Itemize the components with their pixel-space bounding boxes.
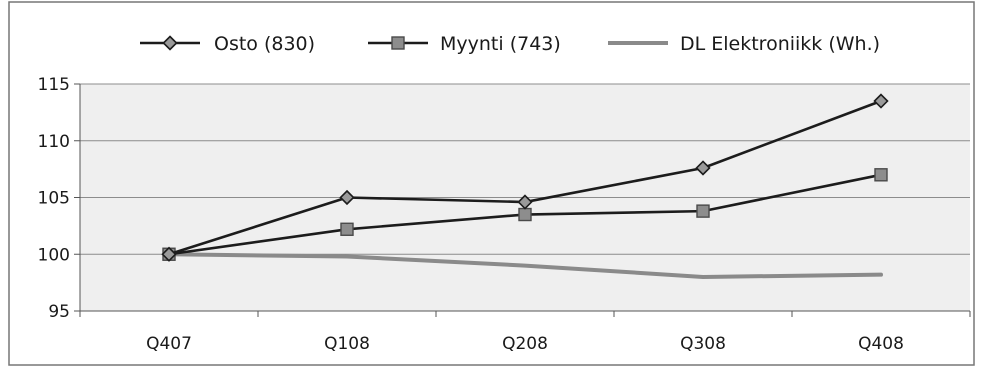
y-tick-label-100: 100 bbox=[38, 245, 70, 265]
y-tick-label-115: 115 bbox=[38, 75, 70, 95]
y-tick-label-110: 110 bbox=[38, 132, 70, 152]
data-point-1-q308 bbox=[696, 204, 710, 218]
legend: Osto (830) Myynti (743) DL Elektroniikk (W… bbox=[140, 33, 880, 55]
legend-item-1: Myynti (743) bbox=[368, 33, 561, 55]
data-point-0-q208 bbox=[517, 194, 533, 210]
series-2 bbox=[167, 252, 883, 279]
series-0 bbox=[161, 93, 889, 262]
y-tick-label-105: 105 bbox=[38, 189, 70, 209]
legend-label-0: Osto (830) bbox=[214, 33, 315, 55]
x-tick-label-q308: Q308 bbox=[680, 334, 726, 354]
data-point-0-q108 bbox=[339, 189, 355, 206]
y-tick-label-95: 95 bbox=[48, 302, 70, 322]
legend-label-2: DL Elektroniikk (Wh.) bbox=[680, 33, 880, 55]
axes: 95 100 105 110 115 Q407 Q108 Q208 Q308 Q408 bbox=[38, 75, 971, 354]
x-tick-label-q408: Q408 bbox=[858, 334, 904, 354]
series bbox=[161, 93, 889, 279]
legend-item-2: DL Elektroniikk (Wh.) bbox=[608, 33, 880, 55]
legend-marker-1 bbox=[391, 36, 405, 50]
legend-item-0: Osto (830) bbox=[140, 33, 315, 55]
legend-label-1: Myynti (743) bbox=[440, 33, 561, 55]
data-point-1-q208 bbox=[518, 207, 532, 222]
data-point-0-q408 bbox=[873, 93, 889, 109]
data-point-1-q108 bbox=[340, 222, 354, 236]
series-line-2 bbox=[167, 252, 883, 279]
x-tick-label-q108: Q108 bbox=[324, 334, 370, 354]
x-tick-label-q407: Q407 bbox=[146, 334, 192, 354]
x-tick-label-q208: Q208 bbox=[502, 334, 548, 354]
legend-marker-0 bbox=[162, 35, 178, 51]
data-point-0-q308 bbox=[695, 160, 711, 176]
data-point-0-q407 bbox=[161, 246, 177, 262]
data-point-1-q408 bbox=[874, 168, 888, 182]
